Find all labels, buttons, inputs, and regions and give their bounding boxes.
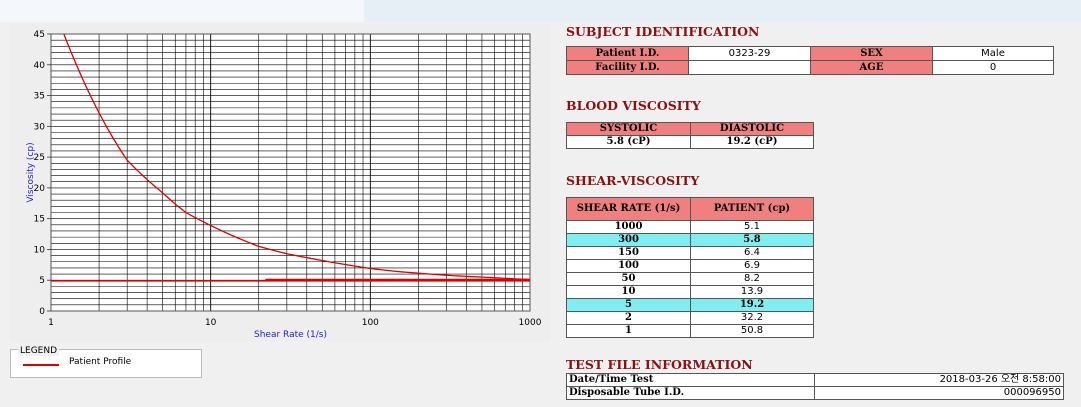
table-row: 5 19.2 [566, 298, 814, 312]
plot-frame [50, 33, 531, 312]
shear-viscosity-table: SHEAR RATE (1/s) PATIENT (cp) 1000 5.1 300… [566, 197, 814, 338]
y-tick-label: 0 [39, 307, 45, 317]
y-tick-label: 25 [34, 153, 45, 163]
diastolic-label: DIASTOLIC [690, 122, 814, 136]
legend-title: LEGEND [18, 346, 60, 356]
patient-id-label: Patient I.D. [566, 46, 689, 61]
shear-rate-header: SHEAR RATE (1/s) [566, 197, 691, 221]
blood-viscosity-table: SYSTOLIC DIASTOLIC 5.8 (cP) 19.2 (cP) [566, 122, 814, 149]
shear-rate-cell: 10 [566, 285, 691, 299]
systolic-label: SYSTOLIC [566, 122, 691, 136]
table-row: 10 13.9 [566, 285, 814, 299]
chart-svg: 0 5 10 15 20 25 30 35 40 45 1 10 100 1000 Shear Rate (… [26, 30, 542, 340]
shear-rate-cell: 1000 [566, 220, 691, 234]
top-bar [0, 0, 1081, 22]
age-value: 0 [932, 60, 1054, 75]
table-row: 2 32.2 [566, 311, 814, 325]
patient-viscosity-cell: 13.9 [690, 285, 814, 299]
patient-viscosity-cell: 6.4 [690, 246, 814, 260]
facility-id-label: Facility I.D. [566, 60, 689, 75]
y-tick-label: 45 [34, 30, 45, 40]
datetime-value: 2018-03-26 오전 8:58:00 [814, 373, 1064, 387]
top-bar-panel [0, 0, 364, 22]
shear-rate-cell: 300 [566, 233, 691, 247]
x-axis-title: Shear Rate (1/s) [254, 330, 327, 340]
legend-line-swatch [23, 364, 59, 366]
age-label: AGE [810, 60, 933, 75]
tube-id-value: 000096950 [814, 386, 1064, 400]
x-tick-label: 1 [48, 318, 54, 328]
systolic-value: 5.8 (cP) [566, 135, 691, 149]
table-row: 1000 5.1 [566, 220, 814, 234]
shear-viscosity-rows: 1000 5.1 300 5.8 150 6.4 100 6.9 50 8.2 10 13.9 5 19.… [566, 220, 814, 338]
datetime-label: Date/Time Test [566, 373, 815, 387]
table-row: 50 8.2 [566, 272, 814, 286]
series-line [63, 34, 530, 281]
subject-identification-title: SUBJECT IDENTIFICATION [566, 24, 760, 39]
shear-rate-cell: 2 [566, 311, 691, 325]
table-row: 100 6.9 [566, 259, 814, 273]
y-tick-label: 5 [39, 276, 45, 286]
legend-label: Patient Profile [69, 357, 132, 367]
tube-id-label: Disposable Tube I.D. [566, 386, 815, 400]
patient-viscosity-cell: 8.2 [690, 272, 814, 286]
patient-viscosity-cell: 32.2 [690, 311, 814, 325]
y-tick-label: 35 [34, 92, 45, 102]
shear-rate-cell: 150 [566, 246, 691, 260]
diastolic-value: 19.2 (cP) [690, 135, 814, 149]
shear-viscosity-title: SHEAR-VISCOSITY [566, 173, 700, 188]
plot-area [51, 34, 530, 311]
y-tick-label: 15 [34, 215, 45, 225]
patient-viscosity-cell: 50.8 [690, 324, 814, 338]
sex-value: Male [932, 46, 1054, 61]
viscosity-chart: 0 5 10 15 20 25 30 35 40 45 1 10 100 1000 Shear Rate (… [10, 24, 550, 342]
shear-rate-cell: 50 [566, 272, 691, 286]
y-tick-label: 20 [34, 184, 46, 194]
subject-table: Patient I.D. 0323-29 SEX Male Facility I… [566, 46, 1054, 75]
test-file-information-title: TEST FILE INFORMATION [566, 357, 753, 372]
y-tick-label: 40 [34, 61, 46, 71]
table-row: 300 5.8 [566, 233, 814, 247]
shear-rate-cell: 1 [566, 324, 691, 338]
table-row: 1 50.8 [566, 324, 814, 338]
patient-id-value: 0323-29 [688, 46, 811, 61]
shear-rate-cell: 100 [566, 259, 691, 273]
patient-viscosity-cell: 5.8 [690, 233, 814, 247]
patient-cp-header: PATIENT (cp) [690, 197, 814, 221]
shear-rate-cell: 5 [566, 298, 691, 312]
y-axis-title: Viscosity (cp) [26, 142, 36, 202]
test-file-table: Date/Time Test 2018-03-26 오전 8:58:00 Dis… [566, 373, 1064, 400]
patient-viscosity-cell: 19.2 [690, 298, 814, 312]
patient-viscosity-cell: 5.1 [690, 220, 814, 234]
patient-viscosity-cell: 6.9 [690, 259, 814, 273]
y-tick-label: 30 [34, 122, 46, 132]
sex-label: SEX [810, 46, 933, 61]
facility-id-value [688, 60, 811, 75]
x-tick-label: 1000 [519, 318, 542, 328]
table-row: 150 6.4 [566, 246, 814, 260]
y-tick-label: 10 [34, 245, 46, 255]
x-tick-label: 100 [362, 318, 379, 328]
blood-viscosity-title: BLOOD VISCOSITY [566, 98, 701, 113]
x-tick-label: 10 [205, 318, 217, 328]
